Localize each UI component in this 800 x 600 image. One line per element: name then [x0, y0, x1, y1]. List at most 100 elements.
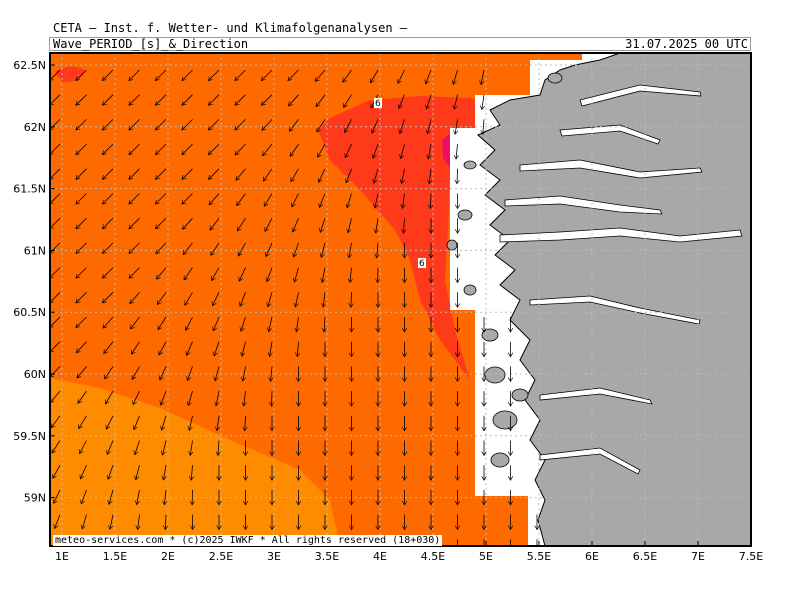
direction-arrow: [50, 143, 61, 155]
direction-arrow: [399, 94, 405, 109]
direction-arrow: [208, 94, 220, 106]
direction-arrow: [102, 69, 114, 81]
direction-arrow: [76, 217, 87, 229]
direction-arrow: [239, 267, 246, 282]
direction-arrow: [102, 119, 114, 130]
direction-arrow: [156, 242, 167, 254]
direction-arrow: [102, 217, 114, 229]
direction-arrow: [453, 69, 458, 84]
direction-arrow: [163, 465, 166, 480]
direction-arrow: [211, 242, 220, 255]
lon-label: 7E: [691, 550, 705, 563]
lat-label: 61.5N: [13, 183, 46, 196]
direction-arrow: [268, 292, 273, 306]
period-field-low: [50, 378, 340, 546]
direction-arrow: [129, 94, 140, 106]
direction-arrow: [78, 390, 87, 403]
direction-arrow: [80, 465, 87, 479]
direction-arrow: [50, 316, 61, 328]
direction-arrow: [454, 94, 458, 110]
direction-arrow: [261, 69, 273, 81]
chart-subtitle: Wave_PERIOD_[s]_&_Direction: [53, 37, 249, 51]
direction-arrow: [132, 366, 140, 379]
direction-arrow: [351, 292, 352, 307]
direction-arrow: [270, 341, 272, 357]
direction-arrow: [244, 391, 246, 406]
direction-arrow: [319, 193, 326, 208]
direction-arrow: [76, 193, 87, 205]
direction-arrow: [245, 415, 246, 431]
direction-arrow: [155, 193, 167, 205]
direction-arrow: [53, 465, 61, 478]
lat-label: 62.5N: [13, 59, 46, 72]
lat-label: 59.5N: [13, 430, 46, 443]
direction-arrow: [214, 341, 220, 356]
direction-arrow: [187, 366, 193, 380]
direction-arrow: [130, 292, 140, 303]
direction-arrow: [208, 119, 220, 130]
direction-arrow: [50, 242, 61, 254]
direction-arrow: [346, 168, 352, 183]
direction-arrow: [294, 242, 299, 257]
lon-label: 3E: [267, 550, 281, 563]
direction-arrow: [129, 69, 140, 81]
direction-arrow: [107, 440, 114, 455]
direction-arrow: [348, 218, 352, 233]
direction-arrow: [136, 465, 140, 480]
direction-arrow: [294, 267, 299, 282]
direction-arrow: [103, 316, 114, 328]
direction-arrow: [50, 267, 61, 279]
direction-arrow: [160, 366, 167, 380]
direction-arrow: [106, 415, 114, 429]
direction-arrow: [155, 168, 167, 180]
direction-arrow: [324, 316, 325, 332]
lon-label: 1.5E: [103, 550, 127, 563]
direction-arrow: [184, 267, 193, 280]
direction-arrow: [50, 94, 61, 106]
lon-label: 6.5E: [633, 550, 657, 563]
direction-arrow: [182, 69, 193, 81]
direction-arrow: [131, 316, 140, 329]
direction-arrow: [293, 218, 299, 232]
direction-arrow: [265, 218, 273, 231]
direction-arrow: [376, 218, 378, 233]
direction-arrow: [164, 489, 166, 505]
copyright-notice: meteo-services.com * (c)2025 IWKF * All …: [53, 535, 443, 546]
direction-arrow: [323, 292, 325, 307]
direction-arrow: [242, 341, 246, 357]
direction-arrow: [263, 143, 273, 156]
direction-arrow: [321, 242, 326, 258]
direction-arrow: [266, 242, 273, 257]
direction-arrow: [129, 242, 140, 254]
direction-arrow: [261, 94, 273, 106]
lon-label: 2E: [161, 550, 175, 563]
direction-arrow: [76, 168, 87, 180]
direction-arrow: [369, 69, 379, 83]
direction-arrow: [291, 168, 299, 182]
lon-label: 2.5E: [209, 550, 233, 563]
direction-arrow: [345, 143, 352, 158]
direction-arrow: [76, 119, 87, 130]
direction-arrow: [372, 119, 379, 133]
subtitle-bar: [49, 37, 751, 51]
lat-label: 60.5N: [13, 306, 46, 319]
direction-arrow: [236, 168, 246, 180]
lon-label: 7.5E: [739, 550, 763, 563]
direction-arrow: [183, 242, 193, 255]
contour-label-text: 6: [419, 259, 425, 269]
direction-arrow: [156, 267, 167, 280]
direction-arrow: [104, 341, 114, 354]
direction-arrow: [129, 119, 140, 130]
direction-arrow: [110, 514, 114, 530]
direction-arrow: [482, 94, 484, 110]
direction-arrow: [50, 119, 61, 130]
direction-arrow: [51, 440, 61, 454]
direction-arrow: [401, 143, 405, 158]
direction-arrow: [374, 168, 379, 183]
lon-label: 3.5E: [315, 550, 339, 563]
direction-arrow: [157, 292, 167, 304]
direction-arrow: [297, 341, 298, 357]
direction-arrow: [82, 514, 87, 529]
fjords: [499, 84, 743, 475]
